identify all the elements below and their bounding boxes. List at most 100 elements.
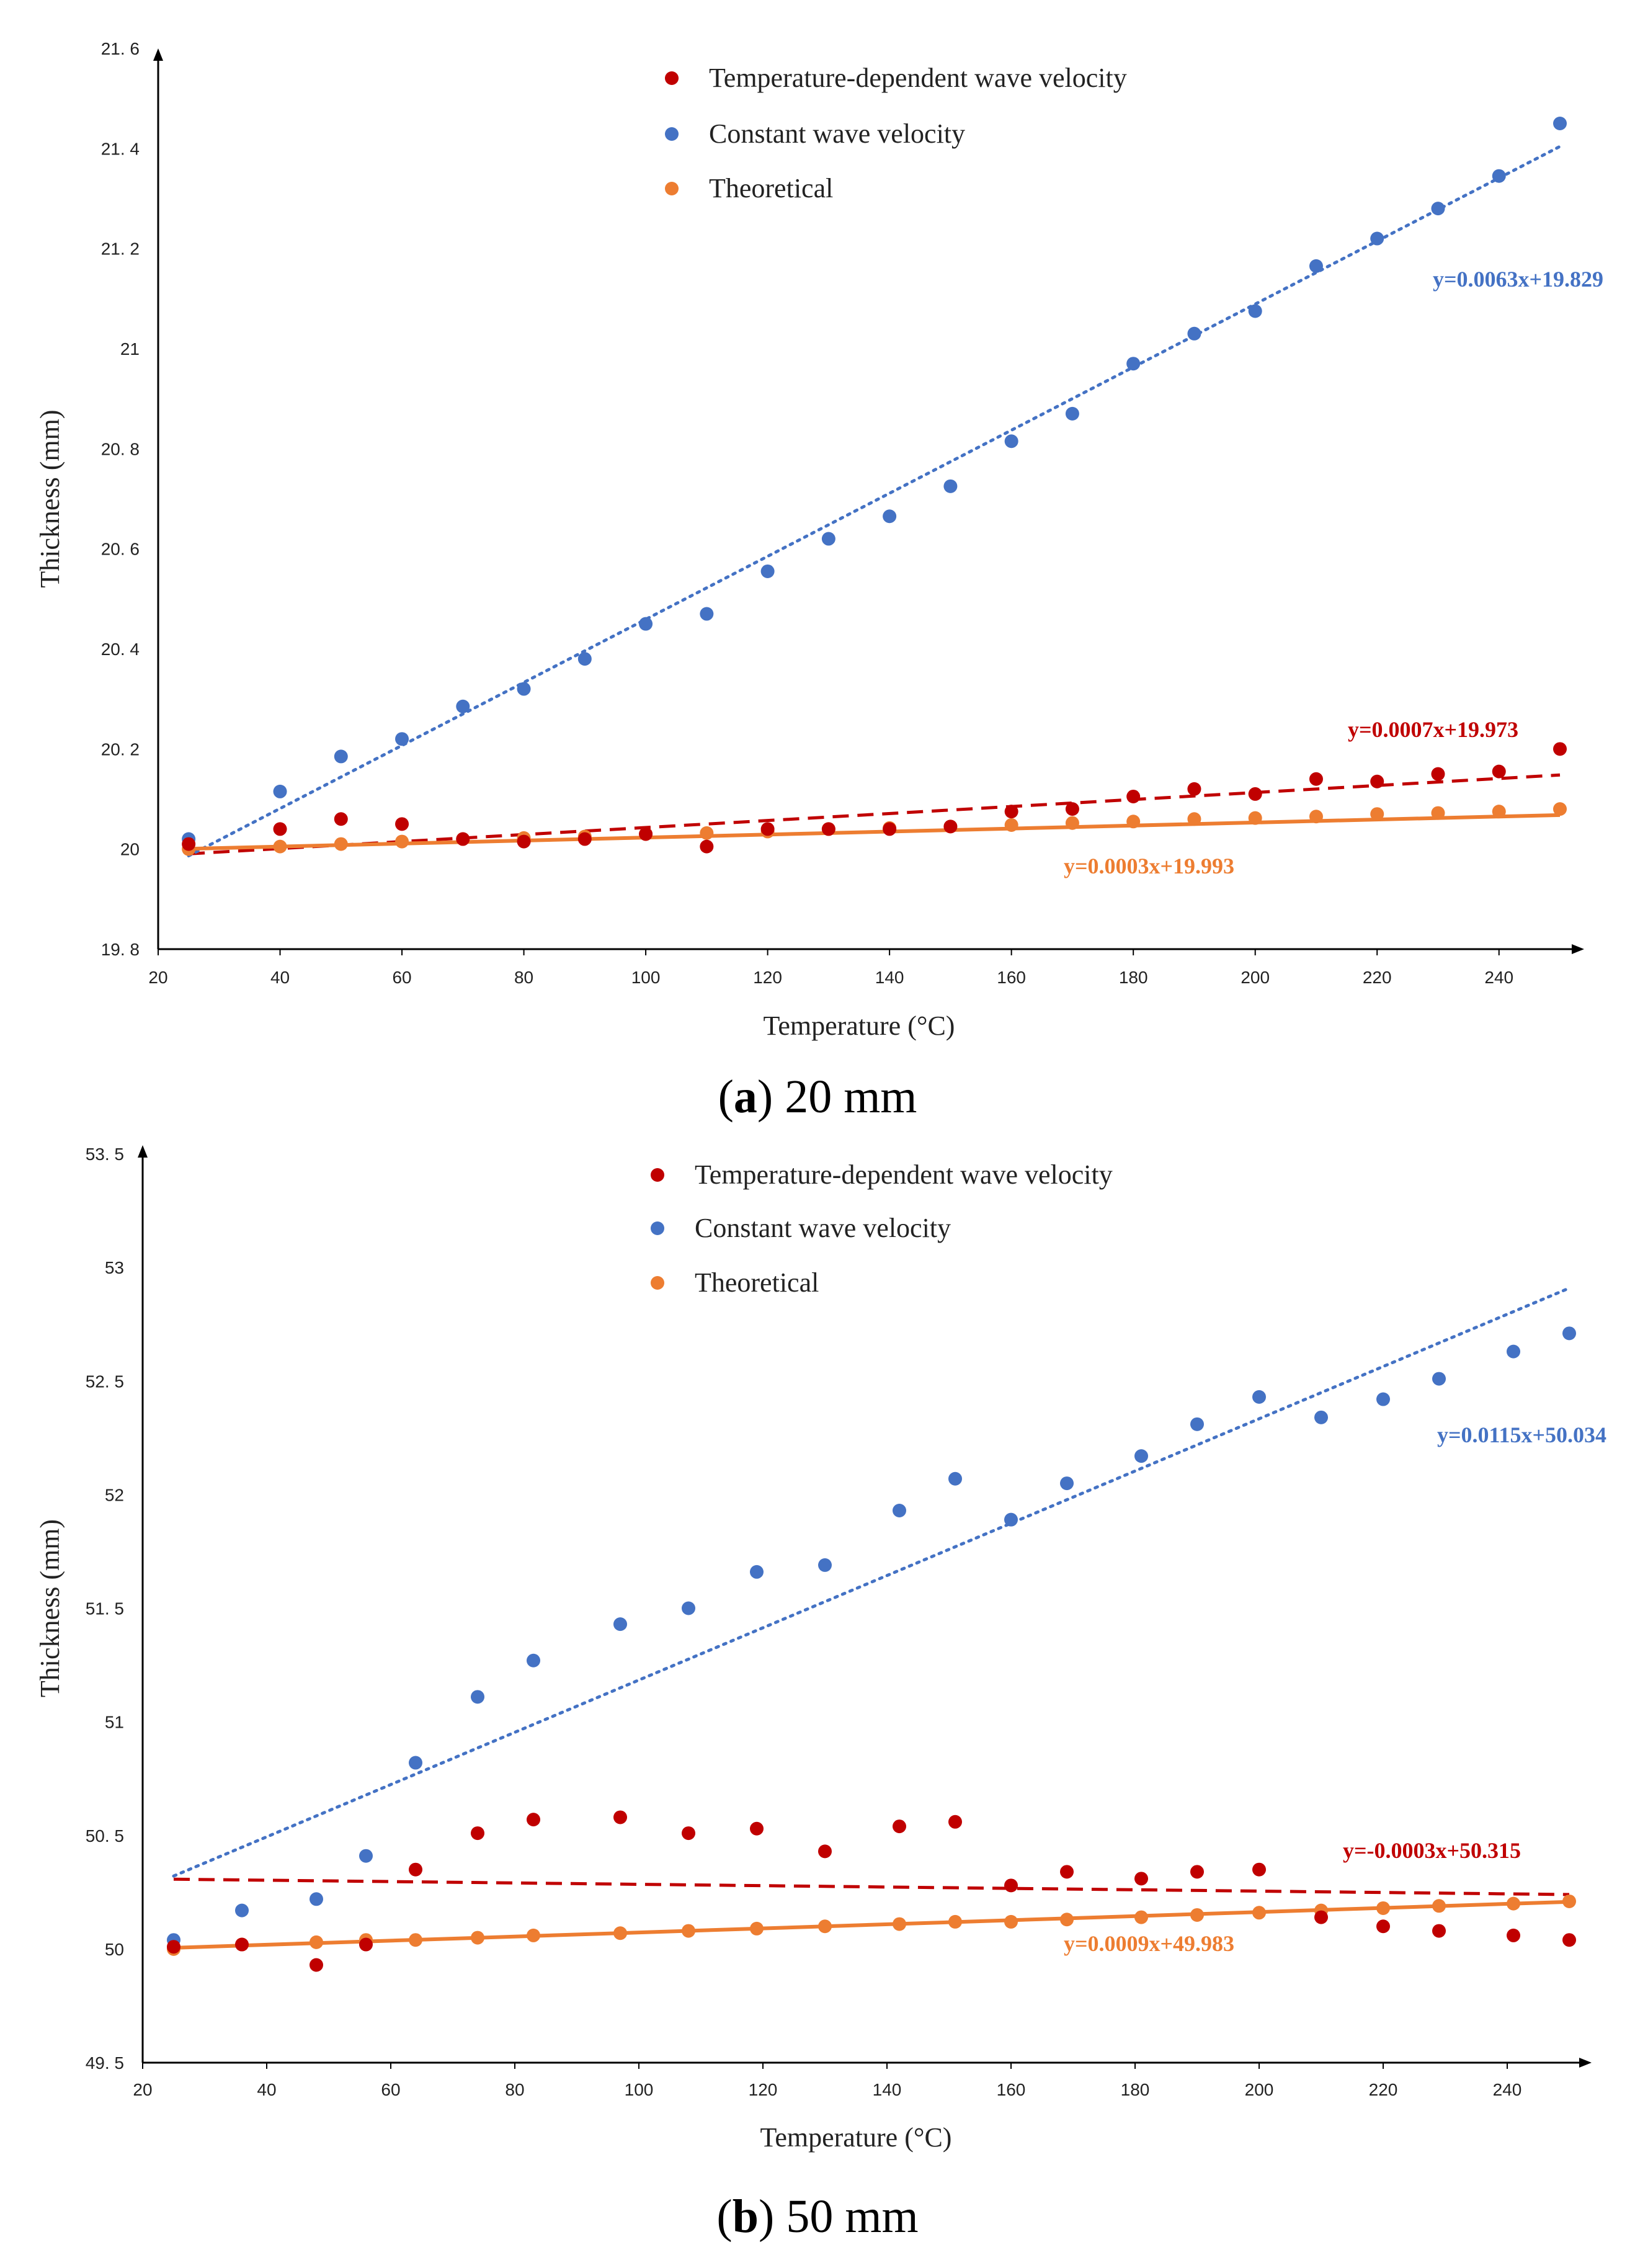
orange-data-point bbox=[1252, 1906, 1266, 1920]
x-tick-label: 240 bbox=[1493, 2080, 1522, 2099]
blue-data-point bbox=[613, 1617, 627, 1632]
orange-data-point bbox=[682, 1924, 695, 1938]
orange-data-point bbox=[1507, 1896, 1520, 1911]
orange-data-point bbox=[471, 1931, 484, 1945]
red-data-point bbox=[1314, 1910, 1328, 1924]
x-axis-title: Temperature (°C) bbox=[760, 2122, 952, 2153]
red-data-point bbox=[395, 817, 409, 831]
blue-data-point bbox=[818, 1558, 832, 1572]
x-axis-title: Temperature (°C) bbox=[764, 1011, 955, 1041]
blue-data-point bbox=[750, 1565, 764, 1579]
blue-data-point bbox=[273, 784, 287, 798]
blue-data-point bbox=[1187, 326, 1201, 341]
x-tick-label: 80 bbox=[505, 2080, 524, 2099]
legend-label: Theoretical bbox=[709, 173, 833, 203]
y-tick-label: 20. 2 bbox=[101, 739, 140, 759]
orange-data-point bbox=[1376, 1901, 1390, 1915]
x-tick-label: 180 bbox=[1121, 2080, 1150, 2099]
red-data-point bbox=[821, 822, 835, 836]
blue-data-point bbox=[409, 1756, 422, 1770]
blue-data-point bbox=[1376, 1392, 1390, 1406]
blue-data-point bbox=[1065, 406, 1079, 421]
blue-data-point bbox=[1004, 1512, 1018, 1527]
y-axis-title: Thickness (mm) bbox=[35, 409, 65, 587]
red-data-point bbox=[948, 1815, 962, 1829]
blue-data-point bbox=[1309, 259, 1323, 273]
orange-data-point bbox=[700, 826, 714, 840]
y-tick-label: 21 bbox=[120, 339, 140, 359]
blue-data-point bbox=[1431, 202, 1445, 216]
blue-data-point bbox=[883, 509, 897, 524]
x-tick-label: 100 bbox=[631, 968, 661, 987]
blue-data-point bbox=[1553, 117, 1567, 130]
caption-b-letter: b bbox=[732, 2190, 759, 2243]
caption-b: (b) 50 mm bbox=[716, 2190, 919, 2243]
y-tick-label: 52. 5 bbox=[86, 1372, 124, 1391]
y-axis-arrow bbox=[138, 1145, 148, 1158]
red-data-point bbox=[167, 1940, 180, 1954]
red-data-point bbox=[527, 1813, 540, 1827]
orange-data-point bbox=[334, 837, 348, 851]
orange-data-point bbox=[613, 1926, 627, 1940]
blue-data-point bbox=[1004, 434, 1018, 449]
red-data-point bbox=[700, 839, 714, 854]
x-tick-label: 160 bbox=[997, 968, 1026, 987]
red-data-point bbox=[1492, 764, 1506, 779]
blue-data-point bbox=[639, 617, 653, 631]
red-data-point bbox=[1004, 1878, 1018, 1893]
orange-data-point bbox=[527, 1928, 540, 1942]
y-tick-label: 20. 4 bbox=[101, 640, 140, 659]
blue-data-point bbox=[577, 652, 592, 666]
red-trend-equation: y=-0.0003x+50.315 bbox=[1343, 1838, 1521, 1863]
y-tick-label: 20. 8 bbox=[101, 439, 140, 458]
blue-data-point bbox=[456, 699, 470, 713]
blue-data-point bbox=[359, 1849, 373, 1863]
blue-data-point bbox=[1190, 1417, 1204, 1431]
orange-data-point bbox=[1248, 811, 1262, 825]
caption-a-letter: a bbox=[733, 1071, 757, 1123]
red-data-point bbox=[334, 812, 348, 826]
red-data-point bbox=[1309, 772, 1323, 786]
orange-data-point bbox=[1065, 816, 1079, 830]
red-data-point bbox=[883, 822, 897, 836]
blue-data-point bbox=[1314, 1410, 1328, 1424]
caption-b-text: 50 mm bbox=[774, 2190, 919, 2243]
y-tick-label: 50. 5 bbox=[86, 1826, 124, 1846]
red-data-point bbox=[1252, 1862, 1266, 1877]
red-data-point bbox=[818, 1844, 832, 1859]
legend-label: Theoretical bbox=[695, 1267, 819, 1298]
blue-data-point bbox=[395, 732, 409, 746]
x-tick-label: 220 bbox=[1369, 2080, 1398, 2099]
orange-data-point bbox=[1432, 1899, 1446, 1913]
legend-marker-orange bbox=[651, 1276, 664, 1290]
blue-data-point bbox=[310, 1892, 323, 1906]
x-tick-label: 120 bbox=[753, 968, 782, 987]
blue-data-point bbox=[471, 1690, 484, 1704]
y-tick-label: 53 bbox=[105, 1258, 124, 1277]
blue-data-point bbox=[1060, 1476, 1074, 1491]
blue-data-point bbox=[1562, 1326, 1576, 1341]
red-trend-line bbox=[188, 773, 1561, 855]
orange-data-point bbox=[1126, 815, 1141, 829]
caption-a: (a) 20 mm bbox=[718, 1071, 917, 1123]
orange-data-point bbox=[750, 1921, 764, 1935]
x-tick-label: 240 bbox=[1484, 968, 1513, 987]
blue-data-point bbox=[943, 479, 958, 493]
y-tick-label: 20 bbox=[120, 840, 140, 859]
x-tick-label: 140 bbox=[873, 2080, 902, 2099]
red-data-point bbox=[310, 1958, 323, 1972]
red-data-point bbox=[1507, 1928, 1520, 1942]
orange-data-point bbox=[1370, 807, 1384, 821]
red-trend-line bbox=[173, 1877, 1570, 1896]
x-tick-label: 220 bbox=[1363, 968, 1392, 987]
orange-data-point bbox=[1190, 1908, 1204, 1922]
legend-marker-blue bbox=[651, 1221, 664, 1235]
x-tick-label: 80 bbox=[514, 968, 533, 987]
y-tick-label: 52 bbox=[105, 1485, 124, 1504]
x-axis-arrow bbox=[1572, 944, 1584, 954]
orange-data-point bbox=[948, 1914, 962, 1929]
blue-trend-equation: y=0.0115x+50.034 bbox=[1437, 1422, 1606, 1447]
x-tick-label: 160 bbox=[997, 2080, 1026, 2099]
orange-data-point bbox=[1060, 1913, 1074, 1927]
